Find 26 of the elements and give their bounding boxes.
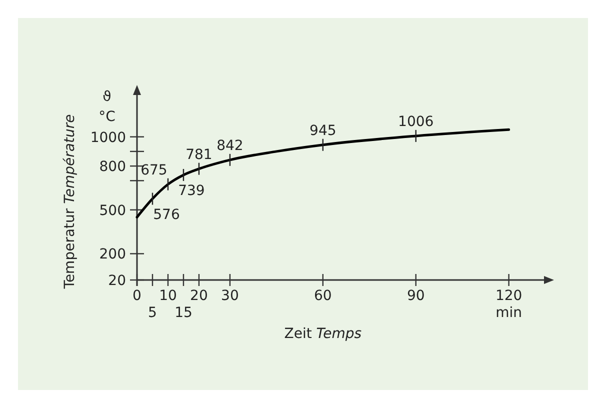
x-tick-label: 120 [495, 288, 522, 304]
text: 15 [174, 305, 192, 321]
y-tick-label: 1000 [90, 130, 126, 146]
y-tick-label: 200 [99, 246, 126, 263]
data-label: 781 [186, 146, 212, 163]
text: min [496, 305, 522, 321]
text: °C [98, 109, 116, 125]
data-label: 842 [216, 138, 244, 154]
text: 5 [148, 305, 157, 321]
text: ϑ [102, 89, 112, 105]
y-tick-label: 500 [99, 202, 126, 219]
x-tick-label: 0 [132, 288, 142, 304]
data-label: 576 [153, 206, 180, 223]
data-label: 675 [140, 162, 168, 178]
x-tick-label: 20 [190, 288, 208, 304]
x-tick-label: 10 [159, 288, 177, 304]
data-label: 1006 [398, 114, 434, 130]
x-tick-label: 90 [406, 288, 425, 304]
y-tick-label: 20 [108, 273, 126, 289]
x-axis-title: Zeit Temps [284, 326, 362, 342]
x-tick-label: 60 [314, 288, 332, 304]
y-tick-label: 800 [99, 159, 126, 176]
data-label: 739 [178, 182, 205, 199]
data-label: 945 [310, 122, 336, 139]
x-tick-label: 30 [221, 288, 239, 304]
y-axis-title: Temperatur Température [62, 114, 78, 290]
